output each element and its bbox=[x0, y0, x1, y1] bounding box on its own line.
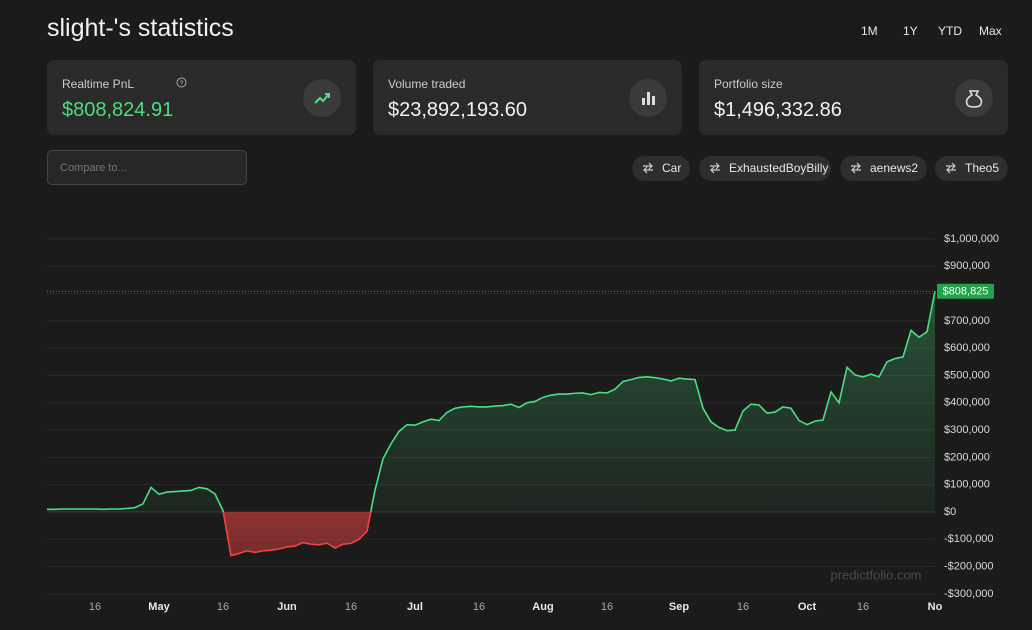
x-tick-label: 16 bbox=[345, 601, 357, 613]
range-button[interactable]: Max bbox=[979, 24, 1002, 38]
compare-chip[interactable]: ExhaustedBoyBilly bbox=[699, 156, 831, 181]
compare-chip[interactable]: aenews2 bbox=[840, 156, 927, 181]
compare-chip[interactable]: Theo5 bbox=[935, 156, 1008, 181]
x-tick-label: 16 bbox=[89, 601, 101, 613]
bar-icon bbox=[629, 79, 667, 117]
line bbox=[47, 291, 936, 557]
value-badge bbox=[937, 283, 994, 299]
card-label: Portfolio size bbox=[714, 77, 783, 91]
y-tick-label: $400,000 bbox=[944, 397, 990, 409]
y-tick-label: $700,000 bbox=[944, 315, 990, 327]
x-tick-label: May bbox=[148, 601, 170, 613]
swap-icon bbox=[946, 162, 956, 174]
compare-chip[interactable]: Car bbox=[632, 156, 690, 181]
swap-icon bbox=[710, 162, 720, 174]
y-tick-label: -$100,000 bbox=[944, 533, 994, 545]
area bbox=[47, 291, 935, 556]
x-tick-label: Jul bbox=[407, 601, 423, 613]
stat-card: Realtime PnL ? $808,824.91 bbox=[47, 60, 356, 135]
placeholder: Compare to... bbox=[60, 162, 127, 174]
y-tick-label: $600,000 bbox=[944, 342, 990, 354]
chip-label: ExhaustedBoyBilly bbox=[729, 161, 829, 175]
range-button[interactable]: 1Y bbox=[903, 24, 918, 38]
y-tick-label: -$200,000 bbox=[944, 561, 994, 573]
y-tick-label: $900,000 bbox=[944, 260, 990, 272]
range-button[interactable]: 1M bbox=[861, 24, 878, 38]
y-tick-label: $100,000 bbox=[944, 479, 990, 491]
bag-icon bbox=[955, 79, 993, 117]
y-tick-label: $200,000 bbox=[944, 451, 990, 463]
x-tick-label: Jun bbox=[277, 601, 297, 613]
card-label: Realtime PnL bbox=[62, 77, 135, 91]
stat-card: Portfolio size $1,496,332.86 bbox=[699, 60, 1008, 135]
card-label: Volume traded bbox=[388, 77, 466, 91]
chip-label: Theo5 bbox=[965, 161, 1000, 175]
x-tick-label: Sep bbox=[669, 601, 689, 613]
card-value: $808,824.91 bbox=[62, 99, 174, 121]
page-title: slight-'s statistics bbox=[47, 14, 234, 42]
help-icon[interactable]: ? bbox=[176, 77, 187, 88]
y-tick-label: $1,000,000 bbox=[944, 233, 999, 245]
card-value: $1,496,332.86 bbox=[714, 99, 842, 121]
stat-card: Volume traded $23,892,193.60 bbox=[373, 60, 682, 135]
x-tick-label: 16 bbox=[601, 601, 613, 613]
chip-label: Car bbox=[662, 161, 682, 175]
y-tick-label: -$300,000 bbox=[944, 588, 994, 600]
x-tick-label: 16 bbox=[473, 601, 485, 613]
x-tick-label: No bbox=[928, 601, 943, 613]
swap-icon bbox=[851, 162, 861, 174]
watermark: predictfolio.com bbox=[830, 567, 921, 582]
trend-icon bbox=[303, 79, 341, 117]
x-tick-label: Oct bbox=[798, 601, 817, 613]
x-tick-label: 16 bbox=[217, 601, 229, 613]
svg-text:?: ? bbox=[180, 81, 184, 88]
range-button[interactable]: YTD bbox=[938, 24, 962, 38]
x-tick-label: Aug bbox=[532, 601, 553, 613]
value-badge-label: $808,825 bbox=[943, 286, 989, 298]
x-tick-label: 16 bbox=[857, 601, 869, 613]
x-tick-label: 16 bbox=[737, 601, 749, 613]
y-tick-label: $500,000 bbox=[944, 369, 990, 381]
compare-input[interactable]: Compare to... bbox=[47, 150, 247, 185]
y-tick-label: $0 bbox=[944, 506, 956, 518]
card-value: $23,892,193.60 bbox=[388, 99, 528, 121]
y-tick-label: $300,000 bbox=[944, 424, 990, 436]
swap-icon bbox=[643, 162, 653, 174]
chip-label: aenews2 bbox=[870, 161, 919, 175]
